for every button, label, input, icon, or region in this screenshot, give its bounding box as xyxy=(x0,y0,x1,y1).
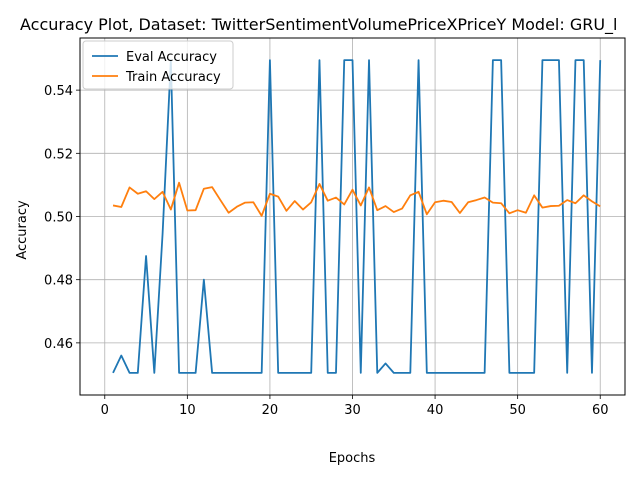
y-tick-label: 0.54 xyxy=(44,84,73,99)
train-accuracy-line xyxy=(112,181,601,217)
x-tick-label: 60 xyxy=(592,403,609,418)
x-tick-label: 40 xyxy=(427,403,444,418)
x-tick-label: 50 xyxy=(509,403,526,418)
axis-ticks: 0 10 20 30 40 50 60 0.46 0.48 0.50 0.52 0.54 xyxy=(44,84,608,418)
legend-label-train: Train Accuracy xyxy=(125,70,221,85)
chart-title: Accuracy Plot, Dataset: TwitterSentiment… xyxy=(20,15,618,35)
eval-accuracy-line xyxy=(112,59,602,374)
x-tick-label: 10 xyxy=(179,403,196,418)
x-tick-label: 20 xyxy=(262,403,279,418)
y-tick-label: 0.46 xyxy=(44,337,73,352)
legend-label-eval: Eval Accuracy xyxy=(126,50,217,65)
y-tick-label: 0.52 xyxy=(44,147,73,162)
y-tick-label: 0.50 xyxy=(44,211,73,226)
x-axis-label: Epochs xyxy=(329,451,376,466)
y-axis-label: Accuracy xyxy=(15,200,30,260)
series-lines xyxy=(112,59,602,374)
legend-box xyxy=(82,40,234,90)
x-tick-label: 30 xyxy=(344,403,361,418)
y-tick-label: 0.48 xyxy=(44,274,73,289)
legend: Eval Accuracy Train Accuracy xyxy=(82,40,234,90)
x-tick-label: 0 xyxy=(101,403,109,418)
